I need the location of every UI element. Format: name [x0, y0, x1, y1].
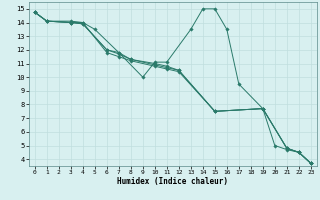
- X-axis label: Humidex (Indice chaleur): Humidex (Indice chaleur): [117, 177, 228, 186]
